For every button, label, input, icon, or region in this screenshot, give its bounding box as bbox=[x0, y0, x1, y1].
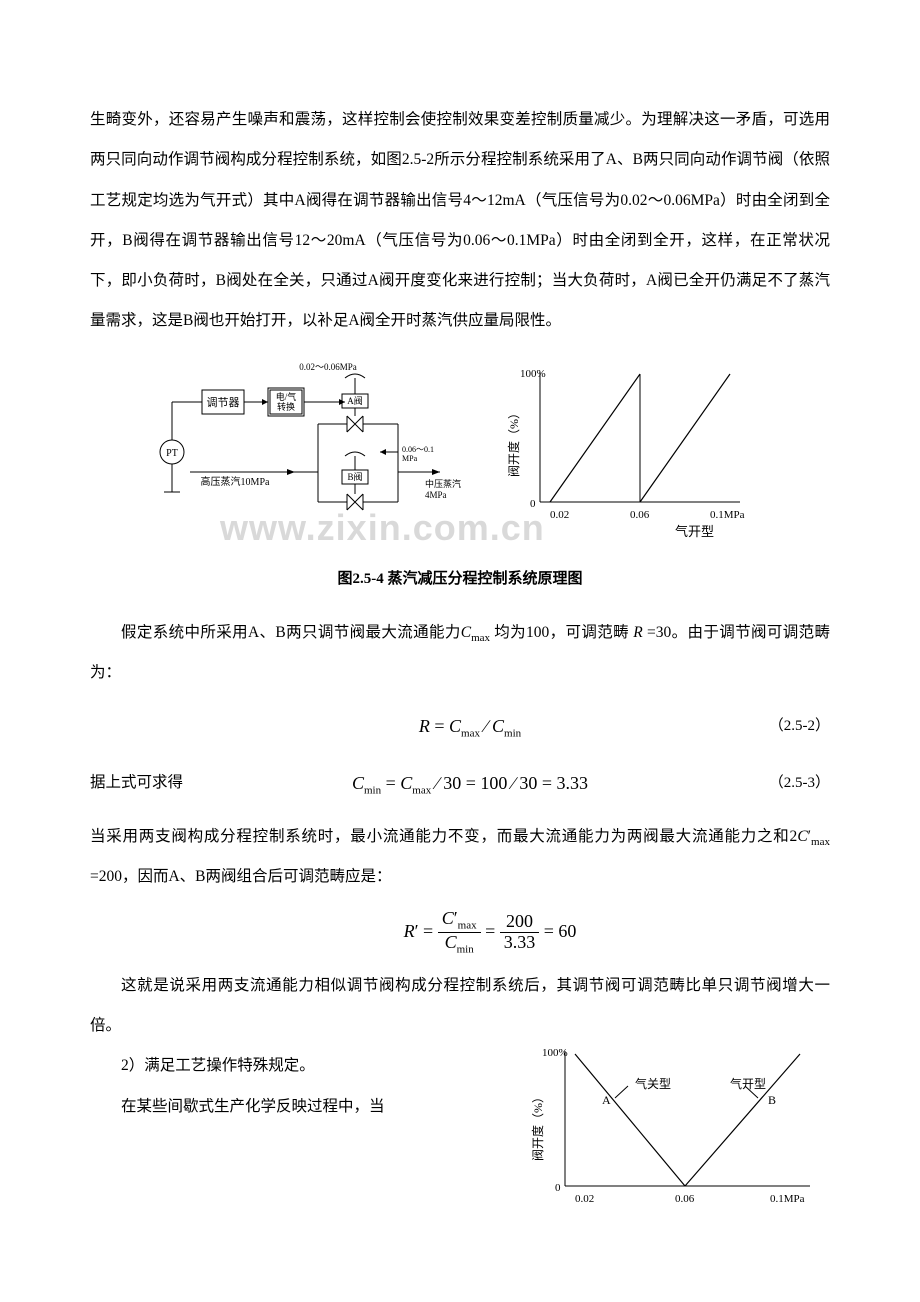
svg-text:0.02: 0.02 bbox=[575, 1193, 594, 1205]
svg-text:A: A bbox=[602, 1093, 611, 1107]
svg-text:A阀: A阀 bbox=[347, 396, 363, 406]
controller-label: 调节器 bbox=[207, 396, 240, 409]
figure-2-5-4: PT 调节器 电/气 转换 bbox=[150, 352, 770, 599]
paragraph-2: 假定系统中所采用A、B两只调节阀最大流通能力Cmax 均为100，可调范畴 R … bbox=[90, 613, 830, 694]
svg-text:0.06: 0.06 bbox=[630, 509, 650, 521]
valve-opening-chart-1: 100% 0 阀开度（%） 0.02 0.06 0.1MPa 气开型 bbox=[500, 352, 760, 552]
chart1-ylabel: 阀开度（%） bbox=[506, 407, 521, 477]
valve-opening-chart-2: 100% 0 阀开度（%） 0.02 0.06 0.1MPa A 气关型 气开型… bbox=[520, 1026, 830, 1236]
svg-text:中压蒸汽: 中压蒸汽 bbox=[425, 478, 461, 489]
svg-text:MPa: MPa bbox=[402, 454, 418, 463]
paragraph-1: 生畸变外，还容易产生噪声和震荡，这样控制会使控制效果变差控制质量减少。为理解决这… bbox=[90, 100, 830, 342]
svg-text:0: 0 bbox=[555, 1182, 561, 1194]
press-range-1-label: 0.02～0.06MPa bbox=[299, 362, 357, 372]
svg-text:转换: 转换 bbox=[277, 401, 295, 412]
svg-text:B阀: B阀 bbox=[347, 472, 362, 482]
svg-text:0.06～0.1: 0.06～0.1 bbox=[402, 445, 434, 454]
svg-text:气关型: 气关型 bbox=[635, 1076, 671, 1091]
pt-label: PT bbox=[166, 448, 178, 459]
hp-steam-label: 高压蒸汽10MPa bbox=[201, 475, 270, 488]
paragraph-4: 当采用两支阀构成分程控制系统时，最小流通能力不变，而最大流通能力为两阀最大流通能… bbox=[90, 817, 830, 898]
equation-rprime: R′ = C′maxCmin = 2003.33 = 60 bbox=[90, 908, 830, 956]
svg-text:B: B bbox=[768, 1093, 776, 1107]
svg-text:4MPa: 4MPa bbox=[425, 490, 447, 500]
svg-text:0.1MPa: 0.1MPa bbox=[710, 509, 745, 521]
chart1-xtype: 气开型 bbox=[675, 524, 714, 539]
svg-text:0: 0 bbox=[530, 498, 536, 510]
svg-text:100%: 100% bbox=[520, 368, 546, 380]
svg-text:0.1MPa: 0.1MPa bbox=[770, 1193, 805, 1205]
figure-caption: 图2.5-4 蒸汽减压分程控制系统原理图 bbox=[150, 560, 770, 599]
chart2-ylabel: 阀开度（%） bbox=[530, 1091, 545, 1161]
svg-text:100%: 100% bbox=[542, 1047, 568, 1059]
svg-text:0.06: 0.06 bbox=[675, 1193, 695, 1205]
equation-2-5-2: R = Cmax ∕ Cmin （2.5-2） bbox=[90, 703, 830, 750]
svg-text:0.02: 0.02 bbox=[550, 509, 569, 521]
equation-2-5-3: 据上式可求得 Cmin = Cmax ∕ 30 = 100 ∕ 30 = 3.3… bbox=[90, 760, 830, 807]
svg-text:电/气: 电/气 bbox=[276, 391, 297, 402]
schematic-diagram: PT 调节器 电/气 转换 bbox=[150, 352, 470, 552]
